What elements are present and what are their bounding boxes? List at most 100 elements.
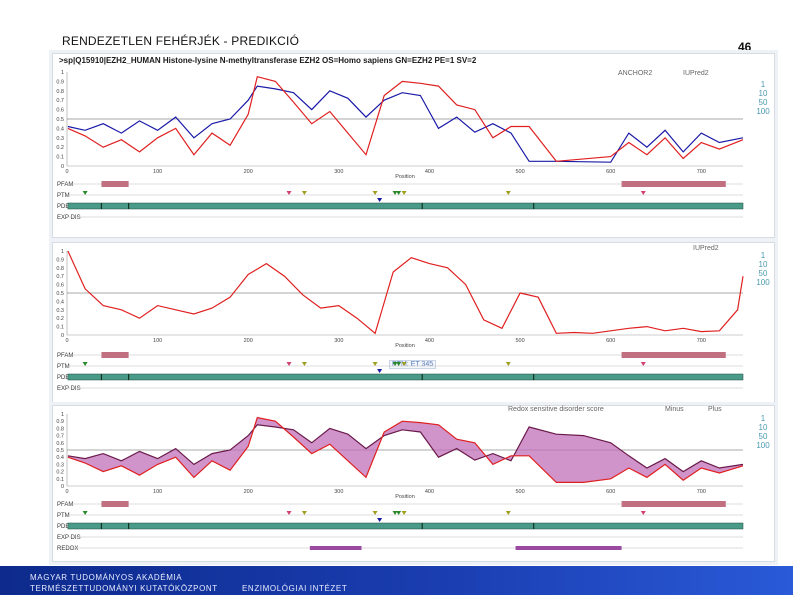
legend-iupred2: IUPred2	[693, 245, 719, 252]
ptm-marker	[505, 362, 511, 366]
redox-difference-area	[67, 417, 743, 483]
ptm-marker	[396, 511, 402, 515]
y-tick-label: 0.9	[56, 79, 64, 85]
x-tick-label: 600	[606, 338, 615, 344]
y-tick-label: 1	[61, 412, 64, 418]
series-line-iupred2	[67, 75, 744, 162]
ptm-marker	[372, 191, 378, 195]
y-tick-label: 0.3	[56, 136, 64, 142]
prediction-panel-redox: Redox sensitive disorder score Minus Plu…	[52, 405, 775, 562]
track-label-redox: REDOX	[57, 546, 78, 552]
y-tick-label: 0.4	[56, 126, 64, 132]
footer-institute: ENZIMOLÓGIAI INTÉZET	[242, 584, 348, 593]
y-tick-label: 1	[61, 70, 64, 76]
x-tick-label: 700	[697, 489, 706, 495]
ptm-marker	[301, 511, 307, 515]
x-tick-label: 100	[153, 489, 162, 495]
y-tick-label: 0.9	[56, 257, 64, 263]
ptm-marker	[640, 191, 646, 195]
ptm-marker	[392, 191, 398, 195]
y-tick-label: 0.6	[56, 283, 64, 289]
zoom-buttons[interactable]: 1 10 50 100	[756, 80, 770, 116]
ptm-marker	[372, 511, 378, 515]
ptm-marker	[505, 191, 511, 195]
ptm-marker	[286, 511, 292, 515]
track-label-pfam: PFAM	[57, 502, 73, 508]
y-tick-label: 0.6	[56, 108, 64, 114]
ptm-marker	[401, 511, 407, 515]
track-label-pdb: PDB	[57, 375, 69, 381]
y-tick-label: 0.1	[56, 477, 64, 483]
y-tick-label: 0.9	[56, 419, 64, 425]
zoom-buttons[interactable]: 1 10 50 100	[756, 414, 770, 450]
ptm-tooltip: PTM: ET 345	[389, 360, 437, 369]
y-tick-label: 0.2	[56, 145, 64, 151]
y-tick-label: 0.6	[56, 441, 64, 447]
pfam-domain	[101, 501, 129, 507]
x-tick-label: 400	[425, 169, 434, 175]
footer-research-centre: TERMÉSZETTUDOMÁNYI KUTATÓKÖZPONT	[30, 584, 218, 593]
legend-redox-score: Redox sensitive disorder score	[508, 406, 604, 413]
ptm-marker	[377, 518, 383, 522]
ptm-marker	[301, 362, 307, 366]
series-line-plus	[67, 416, 744, 483]
y-tick-label: 0.4	[56, 455, 64, 461]
series-line-iupred2	[67, 250, 744, 335]
ptm-marker	[377, 198, 383, 202]
pdb-structure-bar	[67, 373, 744, 381]
ptm-marker	[286, 362, 292, 366]
track-label-pfam: PFAM	[57, 353, 73, 359]
x-tick-label: 500	[515, 338, 524, 344]
redox-region	[309, 546, 362, 550]
ptm-marker	[372, 362, 378, 366]
x-tick-label: 100	[153, 169, 162, 175]
pfam-domain	[101, 352, 129, 358]
x-tick-label: 500	[515, 169, 524, 175]
track-label-exp-dis: EXP DIS	[57, 215, 81, 221]
ptm-marker	[401, 362, 407, 366]
track-label-pfam: PFAM	[57, 182, 73, 188]
track-label-exp-dis: EXP DIS	[57, 535, 81, 541]
y-tick-label: 0.3	[56, 462, 64, 468]
y-tick-label: 0.5	[56, 117, 64, 123]
track-label-ptm: PTM	[57, 364, 70, 370]
y-tick-label: 0.1	[56, 155, 64, 161]
legend-minus: Minus	[665, 406, 684, 413]
x-tick-label: 400	[425, 338, 434, 344]
y-tick-label: 0.5	[56, 291, 64, 297]
x-tick-label: 700	[697, 338, 706, 344]
chart-iupred: 00.10.20.30.40.50.60.70.80.91Score010020…	[56, 249, 744, 392]
chart-redox: 00.10.20.30.40.50.60.70.80.91Score010020…	[56, 412, 744, 552]
pfam-domain	[621, 501, 726, 507]
x-tick-label: 0	[65, 169, 68, 175]
y-tick-label: 0.8	[56, 426, 64, 432]
ptm-marker	[82, 191, 88, 195]
track-label-pdb: PDB	[57, 524, 69, 530]
x-axis-label: Position	[395, 343, 415, 349]
y-tick-label: 0.2	[56, 316, 64, 322]
y-tick-label: 0.7	[56, 274, 64, 280]
x-tick-label: 300	[334, 489, 343, 495]
x-tick-label: 600	[606, 169, 615, 175]
x-tick-label: 600	[606, 489, 615, 495]
x-tick-label: 200	[244, 169, 253, 175]
y-tick-label: 0	[61, 484, 64, 490]
ptm-marker	[82, 362, 88, 366]
ptm-marker	[392, 511, 398, 515]
legend-plus: Plus	[708, 406, 722, 413]
track-label-exp-dis: EXP DIS	[57, 386, 81, 392]
y-tick-label: 1	[61, 249, 64, 255]
slide-title: RENDEZETLEN FEHÉRJÉK - PREDIKCIÓ	[62, 34, 300, 48]
ptm-marker	[401, 191, 407, 195]
track-label-ptm: PTM	[57, 193, 70, 199]
page-number: 46	[738, 40, 752, 54]
pfam-domain	[101, 181, 129, 187]
series-line-anchor2	[67, 85, 744, 163]
ptm-marker	[377, 369, 383, 373]
pfam-domain	[621, 352, 726, 358]
zoom-buttons[interactable]: 1 10 50 100	[756, 251, 770, 287]
ptm-marker	[640, 511, 646, 515]
x-tick-label: 200	[244, 489, 253, 495]
x-tick-label: 400	[425, 489, 434, 495]
x-axis-label: Position	[395, 494, 415, 500]
